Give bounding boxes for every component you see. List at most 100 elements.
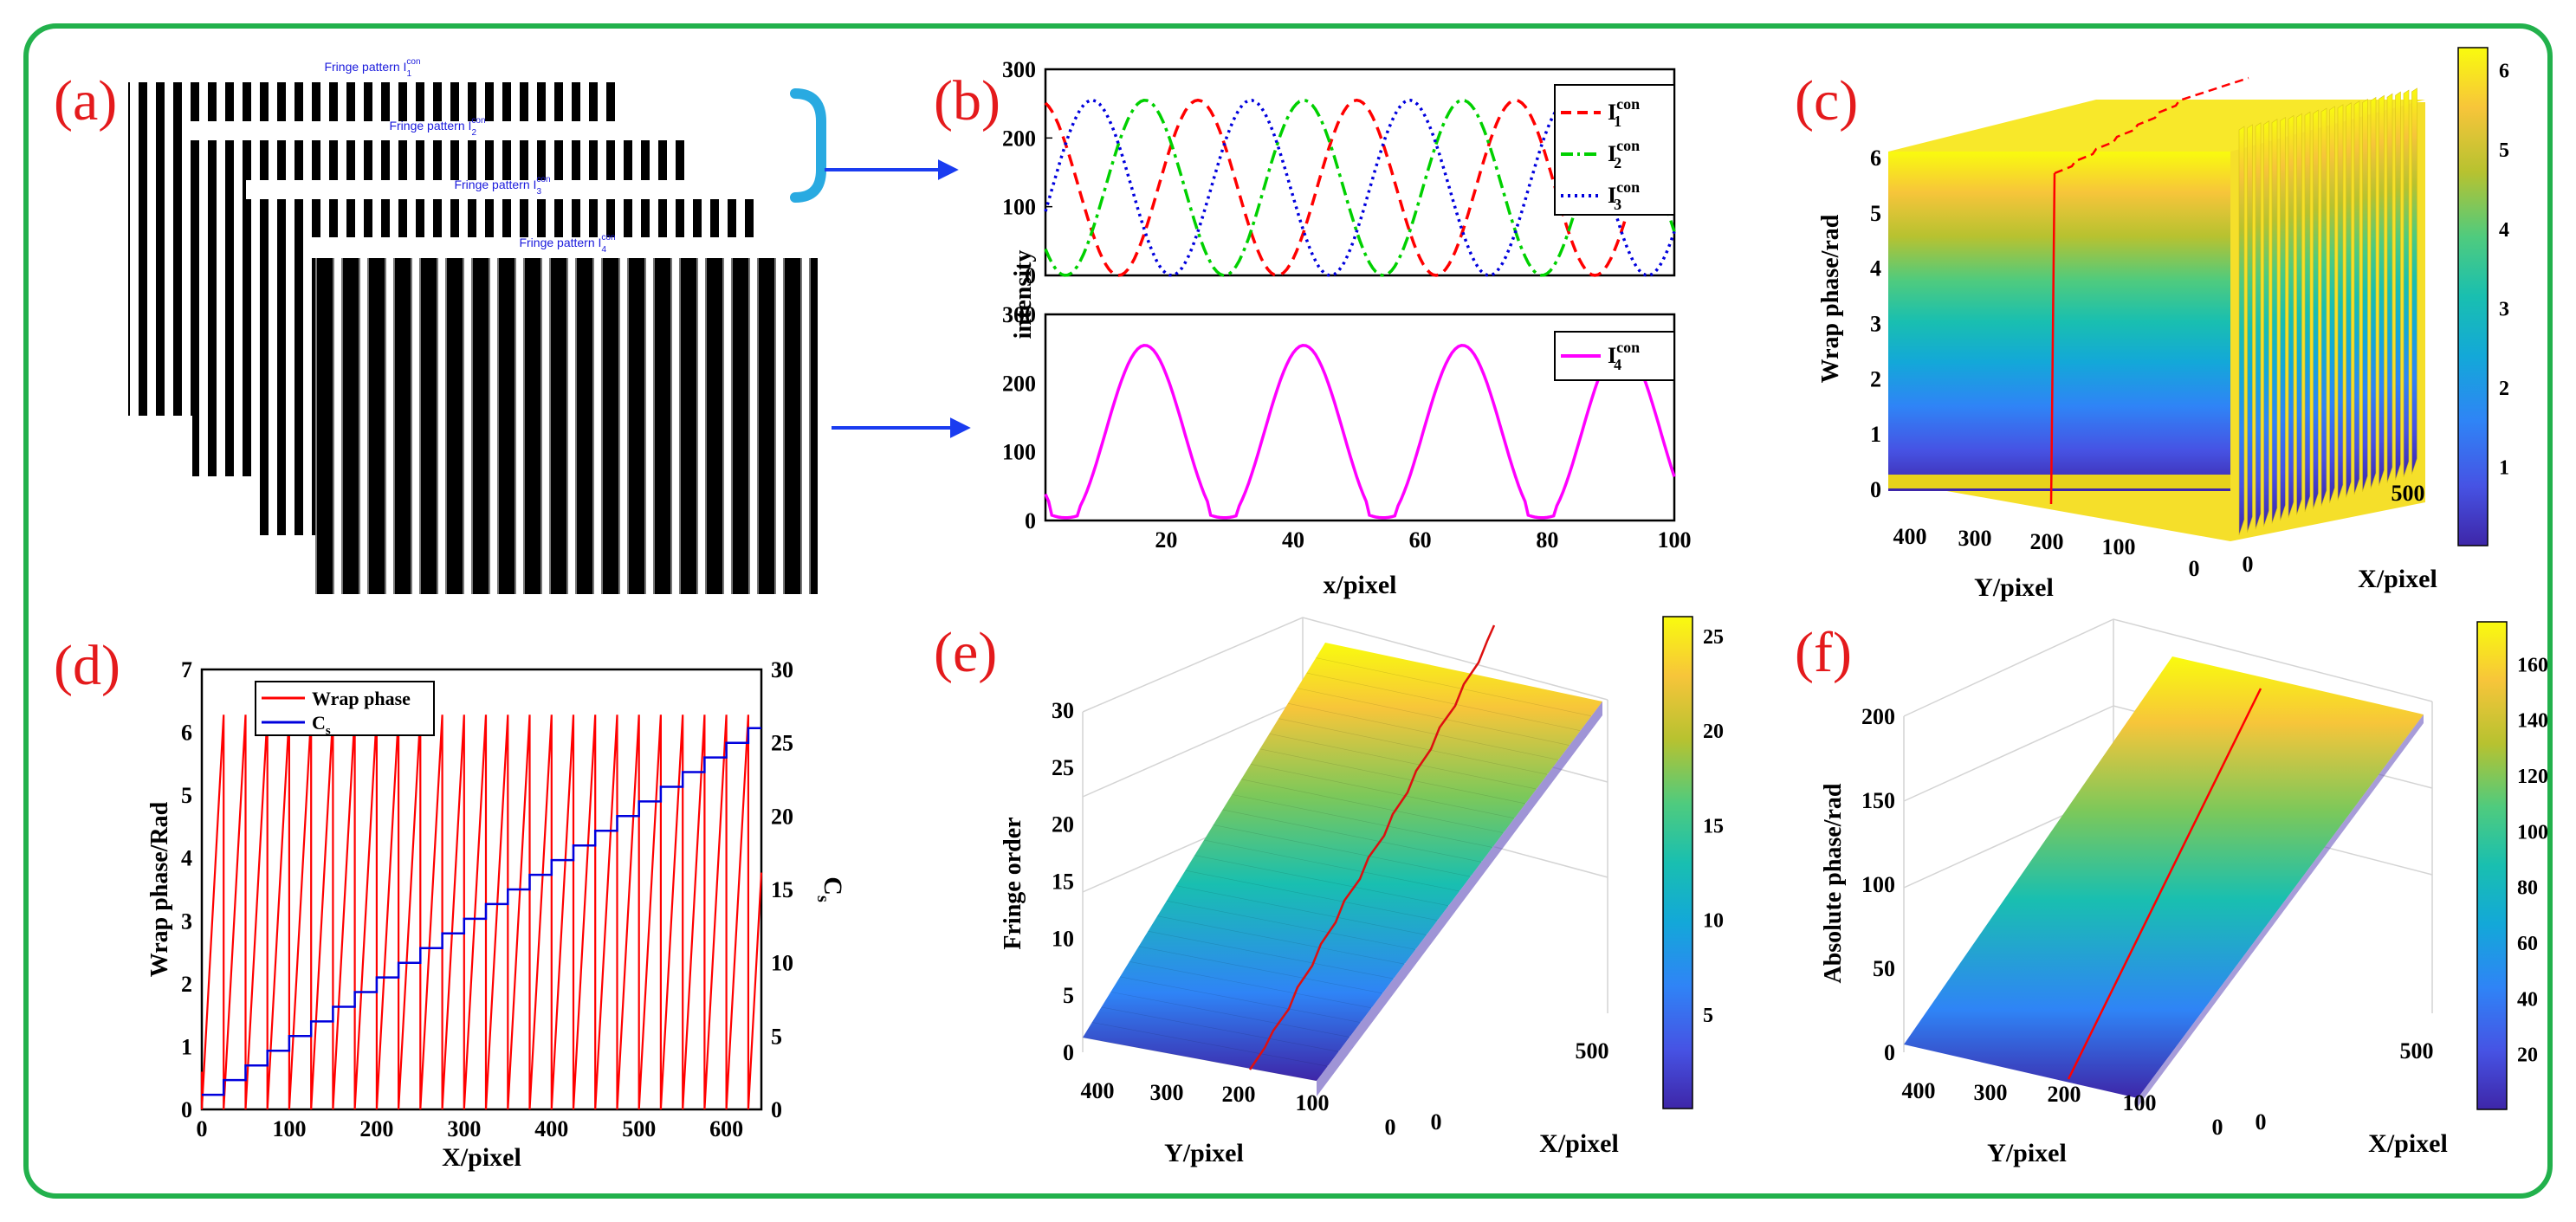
b-ylabel: intensity	[1010, 250, 1037, 339]
b-bottom-ytick: 300	[1002, 302, 1036, 327]
d-ytick: 6	[181, 721, 192, 746]
c-fin	[2329, 106, 2335, 504]
c-fin	[2386, 93, 2393, 483]
b-series-2	[1044, 99, 1676, 277]
f-ytick: 200	[2048, 1082, 2081, 1107]
b-top-axes: 0 100 200 300 Icon 1 Icon 2 Icon 3	[1002, 57, 1676, 288]
d-ytick: 4	[181, 846, 192, 871]
d-y2tick: 10	[771, 951, 793, 976]
b-top-ytick: 100	[1002, 195, 1036, 220]
b-top-ytick: 0	[1025, 263, 1036, 288]
d-y2tick: 20	[771, 804, 793, 829]
f-xlabel: X/pixel	[2368, 1129, 2448, 1158]
legend-i1: Icon 1	[1608, 95, 1640, 130]
e-ztick: 0	[1063, 1040, 1074, 1065]
e-step-line	[1259, 748, 1526, 805]
e-ytick: 0	[1385, 1115, 1396, 1140]
e-step-line	[1091, 1022, 1328, 1067]
e-ylabel: Y/pixel	[1164, 1139, 1244, 1167]
e-step-line	[1297, 688, 1570, 746]
c-cbtick: 4	[2499, 219, 2509, 242]
f-cbtick: 160	[2517, 654, 2548, 676]
e-ztick: 20	[1052, 812, 1074, 837]
d-y2tick: 30	[771, 657, 793, 682]
d-y2tick: 15	[771, 877, 793, 902]
d-y2label: Cs	[813, 876, 847, 902]
e-step-line	[1203, 839, 1460, 892]
legend-i3: Icon 3	[1608, 178, 1640, 213]
c-xtick: 500	[2392, 481, 2425, 506]
c-ztick: 5	[1870, 201, 1881, 226]
c-cbtick: 1	[2499, 456, 2509, 479]
c-fin	[2238, 126, 2245, 536]
f-ztick: 0	[1884, 1040, 1895, 1065]
e-cbtick: 25	[1703, 626, 1724, 649]
c-fin	[2379, 94, 2385, 486]
e-ztick: 10	[1052, 926, 1074, 951]
d-xtick: 500	[622, 1116, 656, 1141]
e-step-line	[1306, 672, 1581, 731]
b-bottom-xtick: 80	[1536, 527, 1558, 553]
f-ytick: 400	[1902, 1078, 1936, 1103]
c-xtick: 0	[2243, 552, 2254, 577]
e-step-line	[1213, 824, 1471, 877]
c-fin	[2403, 89, 2410, 477]
e-colorbar	[1662, 616, 1693, 1109]
c-ztick: 4	[1870, 256, 1881, 281]
d-xtick: 0	[197, 1116, 208, 1141]
c-ztick: 0	[1870, 477, 1881, 502]
panel-a: (a) Fringe pattern Icon 1 Fringe pattern …	[54, 57, 971, 594]
c-cbtick: 3	[2499, 298, 2509, 320]
outer-frame	[23, 23, 2553, 1199]
f-ylabel: Y/pixel	[1987, 1139, 2067, 1167]
d-y2tick: 25	[771, 731, 793, 756]
legend-i2: Icon 2	[1608, 137, 1640, 171]
f-cbtick: 120	[2517, 766, 2548, 788]
c-profile-line	[2049, 172, 2056, 505]
c-fin	[2271, 119, 2278, 524]
c-fin	[2313, 109, 2319, 509]
e-xtick: 0	[1431, 1109, 1442, 1135]
e-step-line	[1278, 718, 1548, 775]
e-step-line	[1129, 961, 1372, 1009]
b-bottom-ytick: 100	[1002, 440, 1036, 465]
e-ztick: 30	[1052, 698, 1074, 723]
e-step-line	[1148, 930, 1394, 980]
c-fin	[2320, 107, 2327, 507]
c-fin	[2247, 124, 2253, 533]
panel-label-d: (d)	[54, 634, 120, 697]
f-ztick: 150	[1861, 788, 1895, 813]
c-ztick: 2	[1870, 366, 1881, 391]
e-step-line	[1157, 915, 1405, 965]
fringe-title-4: Fringe pattern Icon 4	[519, 233, 615, 255]
b-bottom-xtick: 20	[1155, 527, 1177, 553]
c-fin	[2288, 114, 2294, 518]
b-bottom-xtick: 100	[1658, 527, 1692, 553]
e-cbtick: 15	[1703, 815, 1724, 837]
panel-label-c: (c)	[1795, 69, 1858, 133]
e-surface	[1082, 624, 1602, 1096]
e-cbtick: 5	[1703, 1005, 1713, 1027]
d-legend: Wrap phase Cs	[255, 681, 435, 738]
e-ytick: 100	[1296, 1090, 1330, 1115]
e-step-line	[1082, 1037, 1317, 1082]
legend-i4: Icon 4	[1608, 339, 1640, 373]
e-step-line	[1316, 657, 1592, 717]
d-cs-line	[201, 727, 761, 1096]
d-xlabel: X/pixel	[442, 1143, 521, 1172]
e-step-line	[1232, 794, 1493, 848]
c-cbtick: 2	[2499, 378, 2509, 400]
d-y2tick: 5	[771, 1024, 782, 1049]
fringe-title-1: Fringe pattern Icon 1	[324, 57, 420, 79]
e-step-line	[1175, 885, 1427, 935]
e-cbtick: 20	[1703, 721, 1724, 743]
e-step-line	[1120, 976, 1361, 1023]
c-fin	[2337, 104, 2344, 501]
e-step-line	[1269, 733, 1537, 790]
d-ytick: 3	[181, 908, 192, 934]
panel-label-f: (f)	[1795, 621, 1852, 684]
c-ytick: 300	[1958, 526, 1992, 551]
b-top-ytick: 300	[1002, 57, 1036, 82]
e-step-line	[1194, 855, 1449, 907]
